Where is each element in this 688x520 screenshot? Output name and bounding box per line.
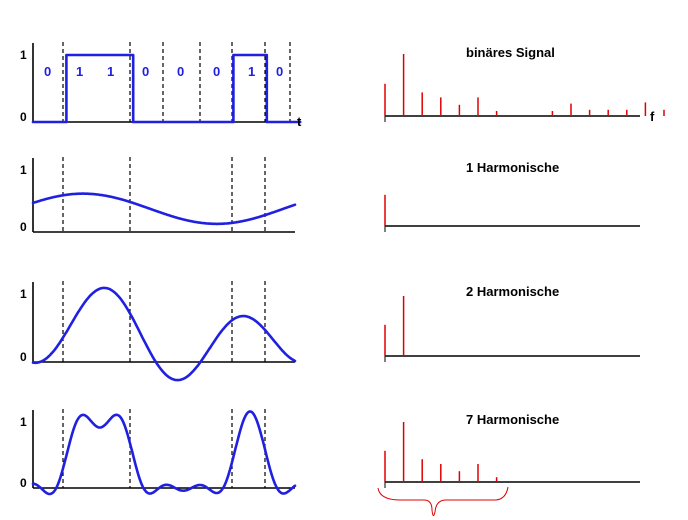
bit-label: 0 (213, 64, 220, 79)
row-h2: 1 0 2 Harmonische (20, 281, 640, 382)
time-axis-label: t (297, 114, 302, 129)
waveform-h2 (31, 286, 297, 382)
row-h7: 1 0 7 Harmonische (20, 409, 640, 516)
y-low-label: 0 (20, 220, 27, 234)
row-title: 1 Harmonische (466, 160, 559, 175)
row-binary: 1 0 0 1 1 0 0 0 1 0 t binäres Signal f (20, 42, 665, 129)
row-h1: 1 0 1 Harmonische (20, 157, 640, 234)
bit-label: 1 (76, 64, 83, 79)
row-title: 2 Harmonische (466, 284, 559, 299)
waveform-binary (31, 53, 302, 124)
row-title: 7 Harmonische (466, 412, 559, 427)
bit-label: 0 (142, 64, 149, 79)
bit-label: 1 (107, 64, 114, 79)
bit-label: 1 (248, 64, 255, 79)
y-high-label: 1 (20, 287, 27, 301)
y-low-label: 0 (20, 110, 27, 124)
freq-axis-label: f (650, 109, 655, 124)
rows-container: 1 0 0 1 1 0 0 0 1 0 t binäres Signal f 1 0 1 Harmonisch… (20, 42, 665, 516)
bit-label: 0 (276, 64, 283, 79)
y-low-label: 0 (20, 350, 27, 364)
y-low-label: 0 (20, 476, 27, 490)
waveform-h1 (31, 192, 297, 226)
waveform-h7 (31, 410, 297, 496)
y-high-label: 1 (20, 415, 27, 429)
y-high-label: 1 (20, 163, 27, 177)
bit-label: 0 (177, 64, 184, 79)
row-title: binäres Signal (466, 45, 555, 60)
brace-annotation (377, 486, 509, 516)
bit-label: 0 (44, 64, 51, 79)
y-high-label: 1 (20, 48, 27, 62)
